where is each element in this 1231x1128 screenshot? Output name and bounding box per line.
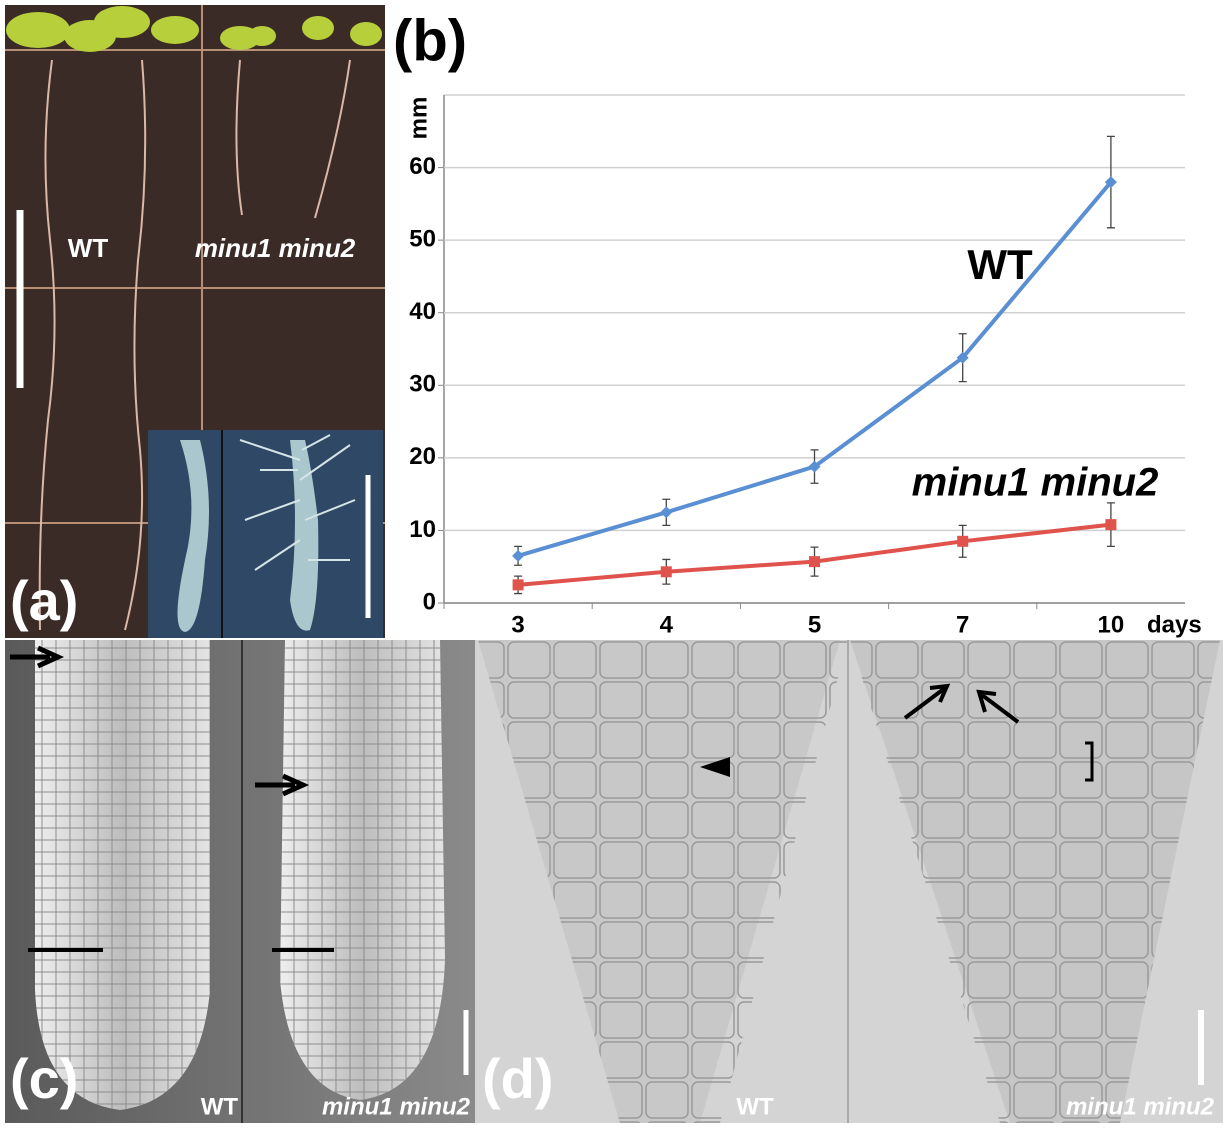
panel-label: (c) — [10, 1047, 78, 1110]
y-tick-label: 10 — [409, 516, 436, 543]
marker — [512, 550, 524, 562]
x-tick-label: 3 — [511, 611, 524, 638]
y-tick-label: 20 — [409, 443, 436, 470]
y-axis-label: mm — [405, 97, 432, 140]
panel-label: (a) — [10, 569, 78, 632]
marker — [957, 536, 968, 547]
x-tick-label: 4 — [660, 611, 674, 638]
caption: minu1 minu2 — [195, 233, 356, 263]
series-label: WT — [967, 241, 1033, 288]
x-tick-label: 7 — [956, 611, 969, 638]
panel-label: (d) — [482, 1047, 554, 1110]
caption: WT — [68, 233, 109, 263]
y-tick-label: 50 — [409, 225, 436, 252]
y-tick-label: 30 — [409, 371, 436, 398]
x-tick-label: 10 — [1098, 611, 1125, 638]
panel-label: (b) — [393, 8, 467, 73]
y-tick-label: 40 — [409, 298, 436, 325]
series-label: minu1 minu2 — [912, 461, 1159, 505]
panel-c: (c) WT minu1 minu2 — [5, 640, 475, 1123]
marker — [513, 579, 524, 590]
marker — [660, 506, 672, 518]
panel-d: (d) WT minu1 minu2 — [475, 640, 1223, 1123]
y-tick-label: 0 — [423, 588, 436, 615]
caption: WT — [736, 1093, 774, 1120]
caption: minu1 minu2 — [322, 1093, 471, 1120]
panel-a: WT minu1 minu2 (a) — [5, 5, 385, 638]
marker — [1105, 519, 1116, 530]
figure: WT minu1 minu2 (a) (b) 0 10 20 30 40 50 60 3 4 5 7… — [0, 0, 1231, 1123]
y-tick-label: 60 — [409, 153, 436, 180]
x-axis-label: days — [1147, 611, 1202, 638]
caption: WT — [201, 1093, 239, 1120]
panel-b: (b) 0 10 20 30 40 50 60 3 4 5 7 10 days mm WT minu1 min… — [393, 8, 1202, 638]
x-tick-label: 5 — [808, 611, 821, 638]
caption: minu1 minu2 — [1066, 1093, 1215, 1120]
marker — [809, 556, 820, 567]
marker — [661, 566, 672, 577]
